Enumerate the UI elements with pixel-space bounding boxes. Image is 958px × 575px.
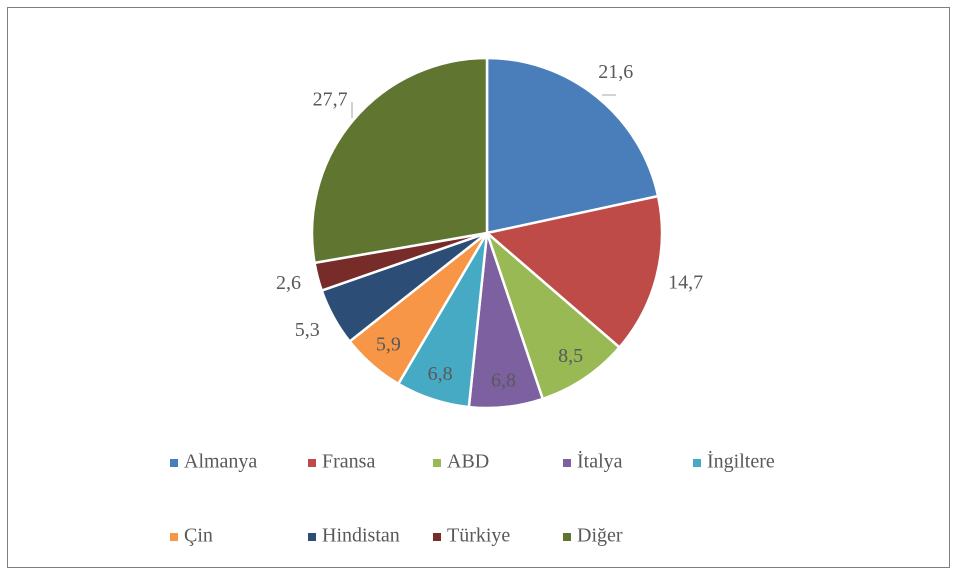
pie-slice bbox=[484, 229, 622, 401]
legend-swatch bbox=[563, 533, 571, 541]
data-label: 21,6 bbox=[598, 61, 633, 83]
data-label: 8,5 bbox=[558, 345, 583, 367]
legend-swatch bbox=[563, 459, 571, 467]
legend-label: İngiltere bbox=[707, 450, 775, 473]
legend-label: Hindistan bbox=[322, 525, 400, 547]
legend-swatch bbox=[433, 533, 441, 541]
data-label: 6,8 bbox=[428, 363, 453, 385]
legend-swatch bbox=[693, 459, 701, 467]
legend-swatch bbox=[433, 459, 441, 467]
data-label: 5,9 bbox=[376, 334, 401, 356]
legend-label: Almanya bbox=[184, 451, 257, 473]
legend-swatch bbox=[308, 533, 316, 541]
legend-label: Türkiye bbox=[447, 525, 510, 547]
data-label: 2,6 bbox=[276, 272, 301, 294]
pie-slice bbox=[310, 56, 489, 265]
data-label: 14,7 bbox=[668, 271, 703, 293]
legend-swatch bbox=[308, 459, 316, 467]
legend-label: ABD bbox=[447, 451, 489, 473]
data-label: 6,8 bbox=[491, 370, 516, 392]
legend-label: Fransa bbox=[322, 451, 375, 473]
legend-swatch bbox=[170, 533, 178, 541]
legend-label: İtalya bbox=[577, 450, 623, 473]
data-label: 27,7 bbox=[313, 89, 348, 111]
legend-swatch bbox=[170, 459, 178, 467]
pie-slice bbox=[484, 194, 664, 350]
data-label: 5,3 bbox=[295, 319, 320, 341]
pie-slice bbox=[485, 56, 660, 235]
legend-label: Diğer bbox=[577, 525, 623, 547]
legend-label: Çin bbox=[184, 525, 213, 547]
